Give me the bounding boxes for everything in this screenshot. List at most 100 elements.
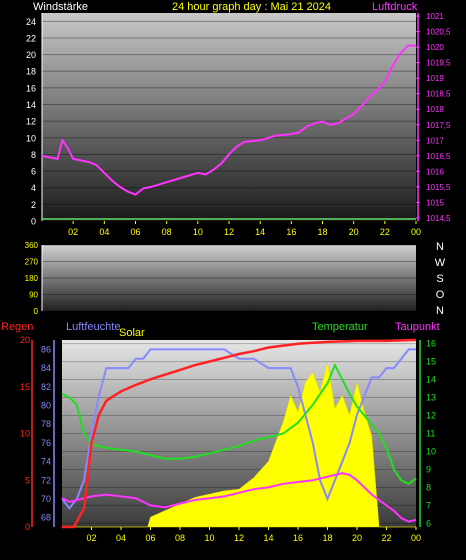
- feuchte-tick-label: 72: [41, 475, 51, 485]
- wind-tick-label: 0: [31, 217, 36, 227]
- pressure-tick-label: 1018: [426, 105, 444, 114]
- luftfeuchte-line: [61, 348, 416, 510]
- feuchte-tick-label: 70: [41, 494, 51, 504]
- panel3-x-tick-label: 02: [86, 533, 96, 543]
- pressure-tick-label: 1019,5: [426, 59, 451, 68]
- direction-degree-label: 360: [25, 241, 39, 250]
- regen-tick-label: 5: [25, 475, 30, 485]
- temperatur-axis: 6 7 8 9 10 11 12 13 14 15 16: [419, 339, 436, 528]
- regen-tick-label: 10: [20, 429, 30, 439]
- panel3-x-tick-label: 22: [381, 533, 391, 543]
- pressure-tick-label: 1021: [426, 12, 444, 21]
- direction-degree-axis: 0 90 180 270 360: [25, 241, 43, 316]
- pressure-axis: 1014,5 1015 1015,5 1016 1016,5 1017 1017,5 1018…: [416, 12, 451, 223]
- direction-degree-label: 180: [25, 274, 39, 283]
- wind-tick-label: 12: [26, 117, 36, 127]
- feuchte-tick-label: 84: [41, 363, 51, 373]
- panel1-x-tick-label: 12: [224, 227, 234, 237]
- panel1-x-tick-label: 00: [411, 227, 421, 237]
- taupunkt-line: [61, 472, 417, 523]
- panel3-x-tick-label: 18: [322, 533, 332, 543]
- feuchte-tick-label: 82: [41, 382, 51, 392]
- panel-wind-direction: [42, 245, 416, 311]
- feuchte-tick-label: 78: [41, 419, 51, 429]
- panel3-x-tick-label: 16: [293, 533, 303, 543]
- direction-degree-label: 90: [29, 291, 38, 300]
- panel3-x-tick-label: 00: [411, 533, 421, 543]
- panel1-x-tick-label: 02: [68, 227, 78, 237]
- panel3-x-tick-label: 08: [175, 533, 185, 543]
- temperatur-tick-label: 11: [426, 429, 435, 439]
- pressure-line: [41, 44, 416, 196]
- temperatur-tick-label: 16: [426, 339, 436, 349]
- panel3-x-tick-label: 06: [145, 533, 155, 543]
- regen-line: [62, 338, 416, 529]
- direction-degree-label: 270: [25, 258, 39, 267]
- panel1-series: [41, 44, 416, 220]
- regen-tick-label: 0: [25, 522, 30, 532]
- feuchte-tick-label: 68: [41, 513, 51, 523]
- panel1-x-tick-label: 22: [380, 227, 390, 237]
- pressure-tick-label: 1019: [426, 74, 444, 83]
- feuchte-tick-label: 80: [41, 400, 51, 410]
- temperatur-tick-label: 8: [426, 482, 431, 492]
- pressure-tick-label: 1014,5: [426, 214, 451, 223]
- temperatur-tick-label: 9: [426, 464, 431, 474]
- wind-tick-label: 16: [26, 83, 36, 93]
- temperatur-tick-label: 13: [426, 393, 436, 403]
- pressure-tick-label: 1016: [426, 167, 444, 176]
- panel1-x-tick-label: 14: [255, 227, 265, 237]
- pressure-tick-label: 1020,5: [426, 28, 451, 37]
- wind-tick-label: 4: [31, 183, 36, 193]
- panel1-x-axis: 02 04 06 08 10 12 14 16 18 20 22 00: [68, 221, 421, 237]
- temperatur-tick-label: 12: [426, 411, 436, 421]
- panel3-x-tick-label: 10: [204, 533, 214, 543]
- pressure-axis-title: Luftdruck: [372, 1, 418, 13]
- panel3-x-tick-label: 04: [116, 533, 126, 543]
- panel1-x-tick-label: 08: [162, 227, 172, 237]
- regen-tick-label: 20: [20, 335, 30, 345]
- panel1-x-tick-label: 16: [286, 227, 296, 237]
- solar-legend: Solar: [119, 327, 145, 339]
- panel1-x-tick-label: 04: [99, 227, 109, 237]
- solar-area: [62, 362, 416, 528]
- pressure-tick-label: 1015: [426, 198, 444, 207]
- temperatur-tick-label: 10: [426, 446, 436, 456]
- panel2-grid: [42, 244, 416, 312]
- feuchte-tick-label: 74: [41, 457, 51, 467]
- direction-letter-label: N: [436, 305, 444, 317]
- temperatur-tick-label: 7: [426, 500, 431, 510]
- panel3-x-axis: 02 04 06 08 10 12 14 16 18 20 22 00: [86, 527, 421, 543]
- wind-tick-label: 22: [26, 33, 36, 43]
- wind-tick-label: 8: [31, 150, 36, 160]
- pressure-tick-label: 1016,5: [426, 152, 451, 161]
- panel-wind-pressure: [42, 13, 416, 221]
- wind-tick-label: 18: [26, 67, 36, 77]
- wind-tick-label: 20: [26, 50, 36, 60]
- feuchte-tick-label: 76: [41, 438, 51, 448]
- pressure-tick-label: 1020: [426, 43, 444, 52]
- temperatur-line: [61, 362, 417, 485]
- regen-tick-label: 15: [20, 382, 30, 392]
- pressure-tick-label: 1015,5: [426, 183, 451, 192]
- taupunkt-legend: Taupunkt: [395, 321, 440, 333]
- panel3-x-tick-label: 12: [234, 533, 244, 543]
- wind-tick-label: 10: [26, 133, 36, 143]
- direction-letter-label: O: [436, 289, 445, 301]
- regen-axis-title: Regen: [1, 321, 33, 333]
- wind-tick-label: 2: [31, 200, 36, 210]
- wind-tick-label: 14: [26, 100, 36, 110]
- pressure-tick-label: 1018,5: [426, 90, 451, 99]
- wind-axis-title: Windstärke: [33, 1, 88, 13]
- direction-letter-label: S: [436, 273, 443, 285]
- panel3-x-tick-label: 20: [352, 533, 362, 543]
- temperatur-axis-title: Temperatur: [312, 321, 368, 333]
- panel1-x-tick-label: 10: [193, 227, 203, 237]
- wind-tick-label: 6: [31, 167, 36, 177]
- chart-title: 24 hour graph day : Mai 21 2024: [172, 1, 331, 13]
- temperatur-tick-label: 6: [426, 518, 431, 528]
